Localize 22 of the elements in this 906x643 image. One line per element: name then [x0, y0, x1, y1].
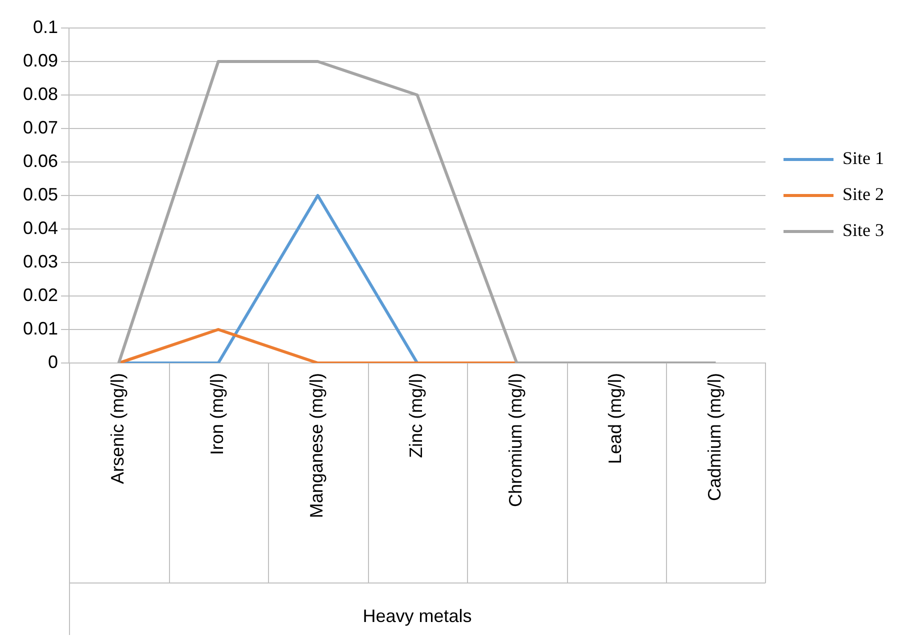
x-tick-label: Lead (mg/l): [605, 373, 626, 464]
x-tick-label: Cadmium (mg/l): [704, 373, 725, 502]
y-tick-label: 0.04: [22, 218, 58, 238]
legend-label: Site 2: [842, 184, 884, 204]
y-tick-label: 0.03: [22, 251, 58, 272]
legend-label: Site 1: [842, 148, 884, 168]
x-axis-title: Heavy metals: [362, 606, 472, 626]
x-tick-label: Manganese (mg/l): [306, 373, 327, 518]
y-tick-label: 0.01: [22, 318, 58, 338]
x-tick-label: Zinc (mg/l): [406, 373, 426, 458]
x-tick-label: Chromium (mg/l): [506, 373, 526, 508]
y-tick-label: 0.08: [22, 84, 58, 104]
y-tick-label: 0.06: [22, 150, 58, 171]
y-tick-label: 0.07: [22, 117, 58, 138]
legend-label: Site 3: [842, 220, 884, 240]
y-tick-label: 0.1: [33, 16, 58, 37]
y-tick-label: 0.02: [22, 284, 58, 305]
y-tick-label: 0.05: [22, 184, 58, 204]
x-tick-label: Arsenic (mg/l): [108, 373, 128, 484]
y-tick-label: 0.09: [22, 50, 58, 70]
y-tick-label: 0: [48, 352, 58, 372]
x-tick-label: Iron (mg/l): [207, 373, 228, 456]
